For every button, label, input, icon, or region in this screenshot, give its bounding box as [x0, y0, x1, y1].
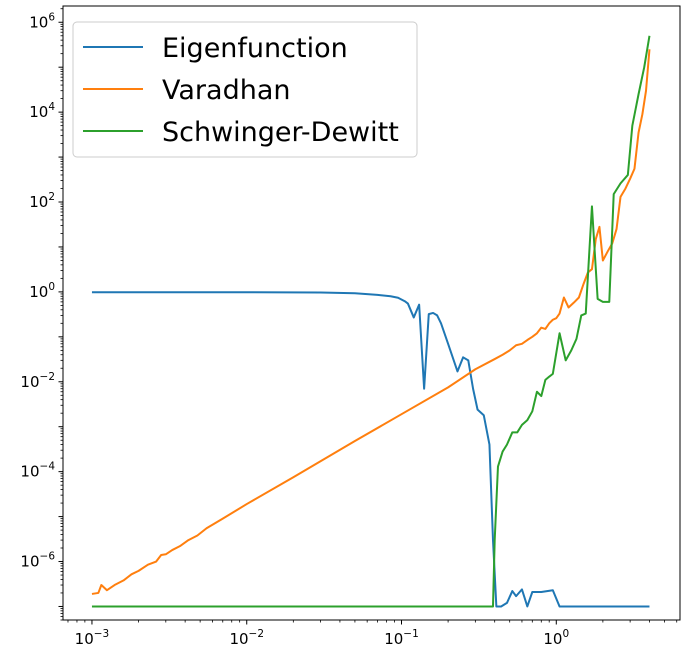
- x-tick-label: 100: [543, 628, 569, 648]
- x-tick-label: 10−1: [384, 628, 419, 648]
- y-tick-label: 10−6: [20, 551, 55, 571]
- y-tick-label: 100: [29, 281, 55, 301]
- legend-label-schwinger-dewitt: Schwinger-Dewitt: [162, 117, 399, 148]
- series-line-eigenfunction: [91, 291, 650, 608]
- y-tick-label: 10−2: [20, 371, 55, 391]
- x-tick-label: 10−2: [229, 628, 264, 648]
- y-tick-label: 10−4: [20, 461, 55, 481]
- series-line-schwinger-dewitt: [91, 35, 651, 608]
- legend-label-varadhan: Varadhan: [162, 75, 290, 106]
- y-tick-label: 104: [29, 101, 55, 121]
- plot-frame: [62, 5, 681, 621]
- legend-label-eigenfunction: Eigenfunction: [162, 33, 348, 64]
- y-tick-label: 102: [29, 191, 55, 211]
- legend: Eigenfunction Varadhan Schwinger-Dewitt: [72, 21, 418, 158]
- series-layer: [91, 35, 651, 608]
- y-tick-label: 106: [29, 11, 55, 31]
- series-line-varadhan: [91, 49, 651, 595]
- legend-box: [72, 21, 418, 158]
- x-tick-label: 10−3: [75, 628, 110, 648]
